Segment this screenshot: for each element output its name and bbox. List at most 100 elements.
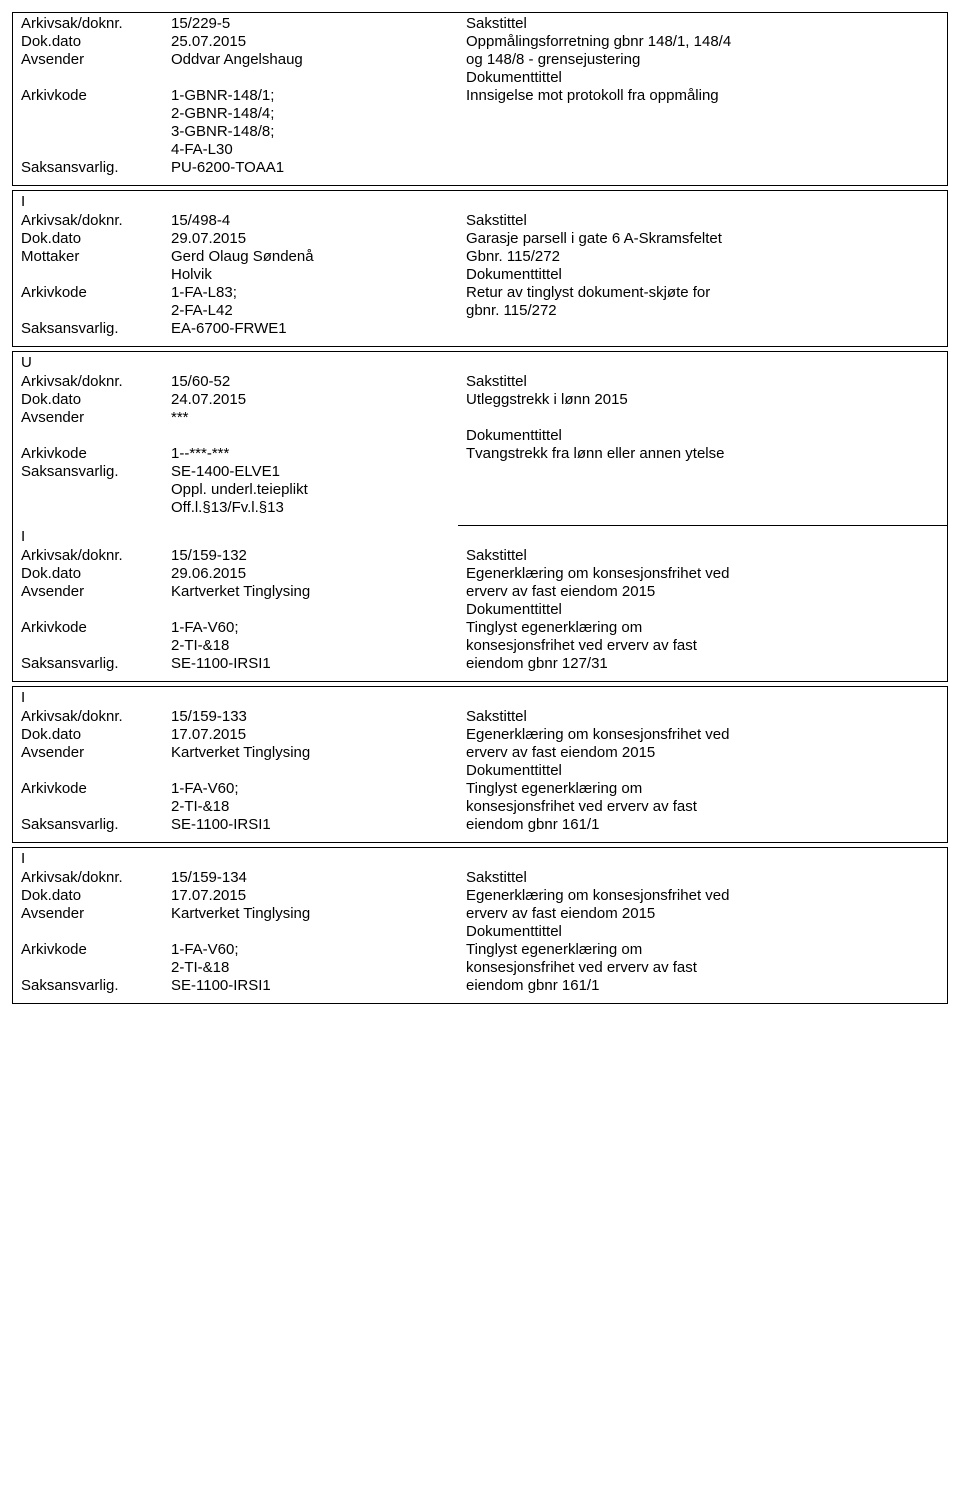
right-text: Innsigelse mot protokoll fra oppmåling <box>466 87 939 104</box>
right-text: Sakstittel <box>466 547 939 564</box>
field-value: Oppl. underl.teieplikt <box>171 481 451 498</box>
field-value <box>171 923 451 940</box>
field-value: Oddvar Angelshaug <box>171 51 451 68</box>
data-row: 2-TI-&18 <box>21 637 451 654</box>
field-label: Arkivsak/doknr. <box>21 15 171 32</box>
field-label: Saksansvarlig. <box>21 816 171 833</box>
right-text: Oppmålingsforretning gbnr 148/1, 148/4 <box>466 33 939 50</box>
field-value: 17.07.2015 <box>171 726 451 743</box>
right-column: SakstittelUtleggstrekk i lønn 2015 Dokum… <box>451 373 939 517</box>
field-label <box>21 762 171 779</box>
field-value: 1--***-*** <box>171 445 451 462</box>
field-value: Gerd Olaug Søndenå <box>171 248 451 265</box>
data-row: 2-TI-&18 <box>21 798 451 815</box>
field-value: SE-1100-IRSI1 <box>171 977 451 994</box>
field-value: 15/498-4 <box>171 212 451 229</box>
data-row: Dok.dato17.07.2015 <box>21 726 451 743</box>
field-label: Dok.dato <box>21 391 171 408</box>
document-entry: IArkivsak/doknr.15/159-134Dok.dato17.07.… <box>12 847 948 1004</box>
field-label <box>21 302 171 319</box>
field-value: 29.07.2015 <box>171 230 451 247</box>
field-label <box>21 266 171 283</box>
right-text: Dokumenttittel <box>466 69 939 86</box>
data-row: Saksansvarlig.SE-1100-IRSI1 <box>21 977 451 994</box>
data-row: Dok.dato17.07.2015 <box>21 887 451 904</box>
field-value: 3-GBNR-148/8; <box>171 123 451 140</box>
field-value <box>171 427 451 444</box>
right-text: konsesjonsfrihet ved erverv av fast <box>466 959 939 976</box>
data-row: Saksansvarlig.PU-6200-TOAA1 <box>21 159 451 176</box>
field-value: 17.07.2015 <box>171 887 451 904</box>
field-label <box>21 481 171 498</box>
field-label <box>21 798 171 815</box>
right-text: Tvangstrekk fra lønn eller annen ytelse <box>466 445 939 462</box>
right-text: erverv av fast eiendom 2015 <box>466 744 939 761</box>
field-label: Saksansvarlig. <box>21 977 171 994</box>
right-text: Egenerklæring om konsesjonsfrihet ved <box>466 887 939 904</box>
data-row: Arkivsak/doknr.15/159-134 <box>21 869 451 886</box>
field-value: SE-1100-IRSI1 <box>171 655 451 672</box>
data-row <box>21 427 451 444</box>
field-label <box>21 123 171 140</box>
left-column: Arkivsak/doknr.15/159-134Dok.dato17.07.2… <box>21 869 451 995</box>
field-value: 1-FA-L83; <box>171 284 451 301</box>
field-label: Arkivsak/doknr. <box>21 212 171 229</box>
document-entry: IArkivsak/doknr.15/498-4Dok.dato29.07.20… <box>12 190 948 347</box>
data-row: Dok.dato29.06.2015 <box>21 565 451 582</box>
right-text: konsesjonsfrihet ved erverv av fast <box>466 637 939 654</box>
right-column: SakstittelGarasje parsell i gate 6 A-Skr… <box>451 212 939 338</box>
left-column: Arkivsak/doknr.15/159-132Dok.dato29.06.2… <box>21 547 451 673</box>
field-value: 15/60-52 <box>171 373 451 390</box>
field-label: Arkivkode <box>21 619 171 636</box>
data-row: 4-FA-L30 <box>21 141 451 158</box>
field-value: Holvik <box>171 266 451 283</box>
right-text: Sakstittel <box>466 212 939 229</box>
field-value <box>171 762 451 779</box>
data-row: Saksansvarlig.SE-1100-IRSI1 <box>21 655 451 672</box>
right-text: erverv av fast eiendom 2015 <box>466 905 939 922</box>
field-value: 1-FA-V60; <box>171 780 451 797</box>
field-value: 2-TI-&18 <box>171 798 451 815</box>
field-value: *** <box>171 409 451 426</box>
right-text: eiendom gbnr 161/1 <box>466 977 939 994</box>
data-row: Arkivsak/doknr.15/498-4 <box>21 212 451 229</box>
data-row: Arkivkode1-FA-L83; <box>21 284 451 301</box>
field-value: Off.l.§13/Fv.l.§13 <box>171 499 451 516</box>
left-column: Arkivsak/doknr.15/229-5Dok.dato25.07.201… <box>21 15 451 177</box>
right-text: erverv av fast eiendom 2015 <box>466 583 939 600</box>
data-row: 2-TI-&18 <box>21 959 451 976</box>
data-row: Arkivsak/doknr.15/60-52 <box>21 373 451 390</box>
data-row: AvsenderKartverket Tinglysing <box>21 905 451 922</box>
field-value: 4-FA-L30 <box>171 141 451 158</box>
right-text: og 148/8 - grensejustering <box>466 51 939 68</box>
field-label: Saksansvarlig. <box>21 159 171 176</box>
data-row <box>21 69 451 86</box>
right-column: SakstittelOppmålingsforretning gbnr 148/… <box>451 15 939 177</box>
right-text: Dokumenttittel <box>466 762 939 779</box>
right-column: SakstittelEgenerklæring om konsesjonsfri… <box>451 547 939 673</box>
entry-content: Arkivsak/doknr.15/159-133Dok.dato17.07.2… <box>13 706 947 842</box>
field-value: 29.06.2015 <box>171 565 451 582</box>
data-row: Dok.dato24.07.2015 <box>21 391 451 408</box>
data-row <box>21 601 451 618</box>
field-label: Saksansvarlig. <box>21 463 171 480</box>
data-row <box>21 762 451 779</box>
data-row: Arkivkode1-FA-V60; <box>21 780 451 797</box>
right-text: gbnr. 115/272 <box>466 302 939 319</box>
right-text: eiendom gbnr 161/1 <box>466 816 939 833</box>
right-text: Retur av tinglyst dokument-skjøte for <box>466 284 939 301</box>
data-row: Saksansvarlig.SE-1100-IRSI1 <box>21 816 451 833</box>
field-label: Dok.dato <box>21 230 171 247</box>
field-value: Kartverket Tinglysing <box>171 905 451 922</box>
data-row: Oppl. underl.teieplikt <box>21 481 451 498</box>
field-label <box>21 923 171 940</box>
right-text: Sakstittel <box>466 869 939 886</box>
field-value: 2-FA-L42 <box>171 302 451 319</box>
right-text: Dokumenttittel <box>466 266 939 283</box>
data-row: AvsenderOddvar Angelshaug <box>21 51 451 68</box>
data-row: 3-GBNR-148/8; <box>21 123 451 140</box>
field-label <box>21 959 171 976</box>
right-text: eiendom gbnr 127/31 <box>466 655 939 672</box>
field-label <box>21 141 171 158</box>
field-label <box>21 427 171 444</box>
